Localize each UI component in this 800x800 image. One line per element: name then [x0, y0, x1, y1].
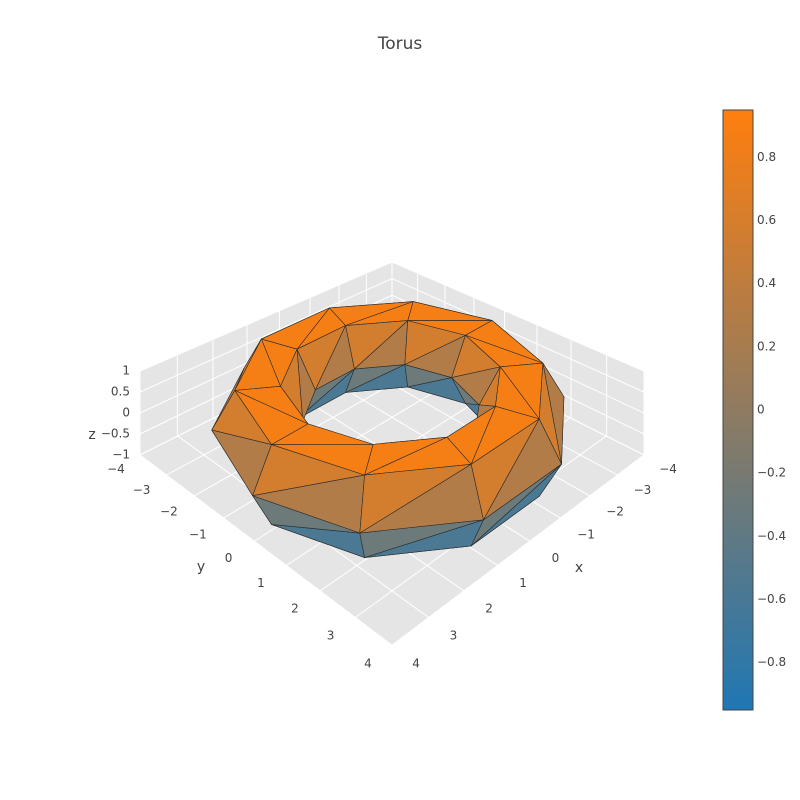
x-tick-label: 2 [485, 602, 493, 616]
colorbar-tick-label: −0.4 [757, 529, 786, 543]
x-tick-label: −3 [634, 483, 652, 497]
x-axis-title: x [575, 560, 583, 576]
colorbar-scale [722, 109, 754, 711]
colorbar-tick-label: −0.6 [757, 592, 786, 606]
x-tick-label: 1 [519, 576, 527, 590]
colorbar: −0.8 −0.6 −0.4 −0.2 0 0.2 0.4 0.6 0.8 [722, 109, 786, 711]
scene: −4 −3 −2 −1 0 1 2 3 4 −4 −3 −2 −1 0 1 2 3 4 −1 −0.5 0 0.5 1 [101, 261, 677, 670]
x-tick-label: 0 [552, 551, 560, 565]
grid-line [391, 278, 645, 393]
colorbar-tick-label: 0.8 [757, 150, 776, 164]
y-tick-label: −3 [133, 483, 151, 497]
z-axis-title: z [88, 427, 95, 443]
grid-line [139, 278, 393, 393]
y-tick-label: 0 [225, 551, 233, 565]
z-tick-label: 0 [122, 406, 130, 420]
y-tick-label: −2 [160, 505, 178, 519]
y-tick-label: 3 [327, 629, 335, 643]
mesh-triangle [271, 444, 374, 476]
colorbar-tick-label: −0.8 [757, 655, 786, 669]
colorbar-tick-label: 0.2 [757, 339, 776, 353]
z-tick-label: 1 [122, 364, 130, 378]
z-tick-label: 0.5 [111, 385, 130, 399]
chart-title: Torus [377, 34, 423, 54]
colorbar-tick-label: 0.6 [757, 213, 776, 227]
y-tick-label: 1 [257, 576, 265, 590]
x-tick-label: −4 [659, 462, 677, 476]
z-tick-label: −1 [112, 448, 130, 462]
grid-line [139, 261, 393, 372]
colorbar-tick-label: 0 [757, 403, 765, 417]
z-tick-label: −0.5 [101, 427, 130, 441]
x-tick-label: −2 [606, 505, 624, 519]
y-tick-label: −4 [107, 462, 125, 476]
colorbar-tick-label: −0.2 [757, 466, 786, 480]
x-tick-label: 3 [450, 629, 458, 643]
y-tick-label: −1 [189, 527, 207, 541]
colorbar-tick-label: 0.4 [757, 276, 776, 290]
grid-line [391, 454, 645, 646]
y-tick-label: 4 [364, 656, 372, 670]
grid-line [139, 454, 393, 646]
mesh-triangle [359, 463, 472, 534]
grid-line [391, 261, 645, 372]
x-tick-label: −1 [577, 527, 595, 541]
x-tick-label: 4 [412, 656, 420, 670]
y-axis-title: y [197, 559, 205, 575]
y-tick-label: 2 [291, 602, 299, 616]
